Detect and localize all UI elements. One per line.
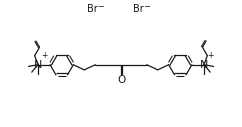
Text: +: + bbox=[207, 51, 213, 60]
Text: O: O bbox=[117, 75, 125, 85]
Text: N: N bbox=[200, 60, 208, 70]
Text: −: − bbox=[97, 2, 104, 11]
Text: −: − bbox=[143, 2, 150, 11]
Text: Br: Br bbox=[133, 4, 143, 14]
Text: N: N bbox=[34, 60, 42, 70]
Text: Br: Br bbox=[87, 4, 97, 14]
Text: +: + bbox=[41, 51, 47, 60]
